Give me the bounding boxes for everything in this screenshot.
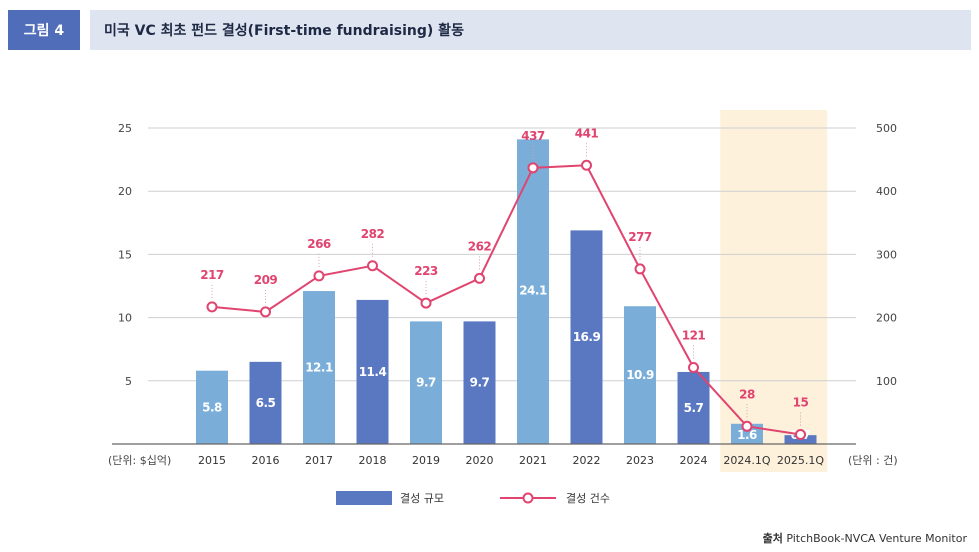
y-right-tick-label: 400 bbox=[876, 185, 897, 198]
count-marker bbox=[527, 162, 539, 174]
x-tick-label: 2020 bbox=[466, 454, 494, 467]
source-note: 출처 PitchBook-NVCA Venture Monitor bbox=[763, 530, 967, 546]
count-marker bbox=[367, 260, 378, 272]
bar-value-label: 12.1 bbox=[305, 361, 333, 375]
line-value-label: 266 bbox=[307, 237, 331, 251]
x-tick-label: 2016 bbox=[252, 454, 280, 467]
x-tick-label: 2022 bbox=[573, 454, 601, 467]
bar-value-label: 9.7 bbox=[470, 376, 490, 390]
x-tick-label: 2025.1Q bbox=[777, 454, 824, 467]
line-value-label: 217 bbox=[200, 268, 224, 282]
line-value-label: 223 bbox=[414, 264, 438, 278]
x-tick-label: 2023 bbox=[626, 454, 654, 467]
y-right-unit-label: (단위 : 건) bbox=[848, 454, 898, 467]
x-tick-label: 2021 bbox=[519, 454, 547, 467]
count-line bbox=[211, 164, 801, 436]
legend-bar-swatch bbox=[336, 491, 392, 505]
legend-line-marker bbox=[522, 492, 534, 504]
line-value-label: 209 bbox=[254, 273, 278, 287]
y-left-tick-label: 20 bbox=[118, 185, 132, 198]
bar bbox=[463, 321, 496, 444]
y-left-tick-label: 5 bbox=[125, 375, 132, 388]
highlight-band bbox=[720, 110, 828, 472]
bar bbox=[249, 361, 282, 444]
bar bbox=[624, 306, 656, 444]
line-value-label: 262 bbox=[468, 239, 492, 253]
count-marker bbox=[260, 306, 271, 318]
y-right-tick-label: 100 bbox=[876, 375, 897, 388]
y-left-tick-label: 15 bbox=[118, 248, 132, 261]
y-right-tick-label: 200 bbox=[876, 312, 897, 325]
line-value-label: 437 bbox=[521, 129, 545, 143]
x-tick-label: 2024 bbox=[680, 454, 708, 467]
line-value-label: 282 bbox=[361, 227, 385, 241]
line-value-label: 15 bbox=[793, 396, 809, 410]
y-right-tick-label: 300 bbox=[876, 248, 897, 261]
count-marker bbox=[634, 263, 646, 275]
bar-value-label: 1.6 bbox=[737, 428, 757, 442]
bar-value-label: 16.9 bbox=[573, 330, 601, 344]
figure-header: 그림 4 미국 VC 최초 펀드 결성(First-time fundraisi… bbox=[8, 10, 971, 50]
bar-value-label: 11.4 bbox=[359, 365, 387, 379]
line-value-label: 121 bbox=[682, 329, 706, 343]
y-left-unit-label: (단위: $십억) bbox=[108, 454, 171, 467]
x-tick-label: 2017 bbox=[305, 454, 333, 467]
legend-line-label: 결성 건수 bbox=[566, 492, 610, 505]
source-text: PitchBook-NVCA Venture Monitor bbox=[786, 532, 967, 545]
x-tick-label: 2015 bbox=[198, 454, 226, 467]
bar bbox=[731, 423, 763, 444]
bar bbox=[303, 291, 335, 444]
line-value-label: 277 bbox=[628, 230, 652, 244]
count-marker bbox=[741, 420, 753, 432]
legend-bar-label: 결성 규모 bbox=[400, 492, 444, 505]
count-marker bbox=[420, 297, 432, 309]
figure-title: 미국 VC 최초 펀드 결성(First-time fundraising) 활… bbox=[90, 10, 971, 50]
bar bbox=[677, 371, 710, 444]
count-marker bbox=[313, 270, 325, 282]
count-marker bbox=[474, 272, 485, 284]
line-value-label: 441 bbox=[575, 126, 599, 140]
figure-number: 그림 4 bbox=[8, 10, 80, 50]
bar-value-label: 5.7 bbox=[684, 401, 704, 415]
x-tick-label: 2024.1Q bbox=[723, 454, 770, 467]
bar bbox=[410, 321, 442, 444]
bar-value-label: 24.1 bbox=[519, 283, 547, 297]
bar bbox=[356, 299, 389, 444]
y-left-tick-label: 10 bbox=[118, 312, 132, 325]
bar bbox=[570, 230, 603, 444]
bar bbox=[196, 370, 228, 444]
bar-value-label: 6.5 bbox=[256, 396, 276, 410]
bar-value-label: 5.8 bbox=[202, 400, 222, 414]
x-tick-label: 2019 bbox=[412, 454, 440, 467]
line-value-label: 28 bbox=[739, 387, 755, 401]
count-marker bbox=[581, 159, 592, 171]
source-label: 출처 bbox=[762, 532, 783, 545]
count-marker bbox=[206, 301, 218, 313]
x-tick-label: 2018 bbox=[359, 454, 387, 467]
count-marker bbox=[688, 362, 699, 374]
y-right-tick-label: 500 bbox=[876, 122, 897, 135]
bar-value-label: 10.9 bbox=[626, 368, 654, 382]
bar-value-label: 9.7 bbox=[416, 376, 436, 390]
count-marker bbox=[795, 429, 806, 441]
y-left-tick-label: 25 bbox=[118, 122, 132, 135]
